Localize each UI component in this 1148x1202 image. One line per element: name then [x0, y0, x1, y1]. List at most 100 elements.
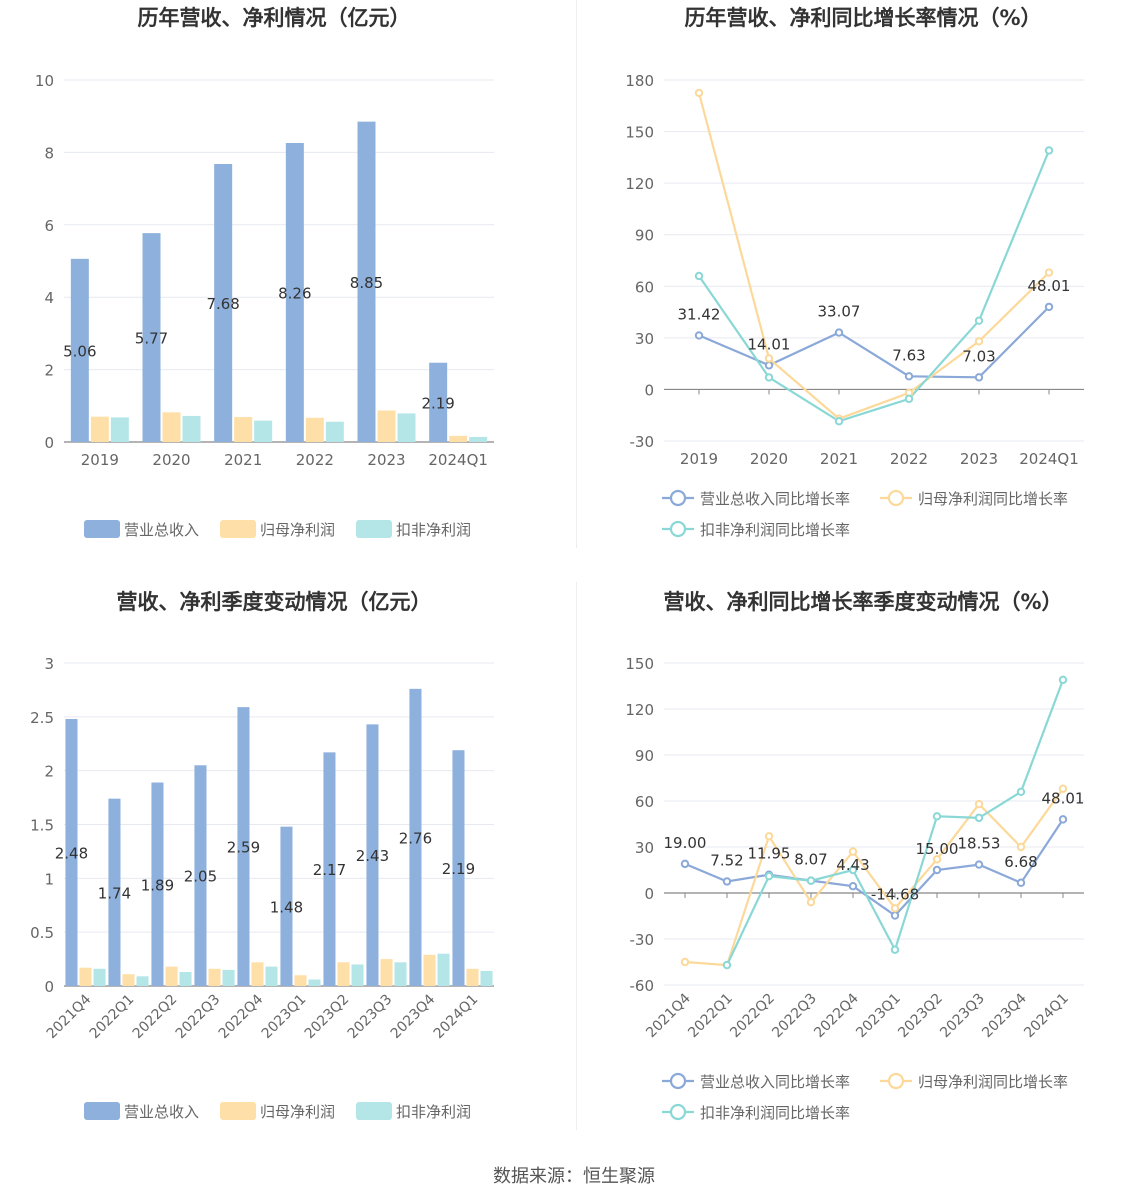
- bar-revenue: [357, 121, 376, 442]
- legend-label: 营业总收入: [124, 521, 199, 539]
- x-tick-label: 2022Q4: [811, 990, 862, 1041]
- data-point-profit-ex: [806, 876, 816, 885]
- y-tick-label: 3: [44, 655, 54, 673]
- legend-swatch: [220, 1102, 256, 1120]
- legend-marker: [669, 1072, 687, 1090]
- legend-item: 归母净利润: [220, 520, 335, 539]
- y-tick-label: 4: [44, 289, 54, 307]
- y-tick-label: 30: [635, 330, 654, 348]
- data-point-profit-ex: [764, 373, 774, 382]
- legend-marker: [887, 489, 905, 507]
- x-tick-label: 2020: [750, 450, 788, 468]
- data-point-profit-ex: [974, 316, 984, 325]
- bar-revenue: [285, 142, 304, 442]
- y-tick-label: -30: [630, 433, 655, 451]
- x-tick-label: 2022Q2: [130, 992, 181, 1043]
- data-point-profit: [680, 957, 690, 967]
- series-line-profit: [697, 92, 1050, 420]
- y-tick-label: 30: [635, 839, 654, 857]
- line-value-label: 15.00: [916, 840, 959, 858]
- y-tick-label: 1: [44, 870, 54, 888]
- data-point-revenue: [932, 865, 942, 875]
- data-point-profit-ex: [764, 871, 774, 881]
- line-value-label: 6.68: [1004, 853, 1037, 871]
- bar-profit: [294, 975, 307, 986]
- data-point-profit: [806, 898, 816, 907]
- data-point-revenue: [1044, 302, 1054, 312]
- line-value-label: 14.01: [748, 335, 791, 353]
- bar-profit-ex: [136, 976, 149, 986]
- legend-item: 营业总收入同比增长率: [662, 1072, 850, 1091]
- bar-profit: [423, 954, 436, 986]
- data-point-revenue: [848, 882, 858, 891]
- bar-profit: [234, 417, 253, 442]
- bar-profit: [90, 416, 109, 442]
- bar-value-label: 2.19: [421, 394, 454, 412]
- bar-value-label: 2.19: [442, 860, 475, 878]
- legend-label: 扣非净利润: [396, 521, 471, 539]
- chart-title: 历年营收、净利情况（亿元）: [138, 6, 411, 30]
- x-tick-label: 2023: [367, 451, 405, 469]
- bar-profit-ex: [325, 421, 344, 442]
- x-tick-label: 2023Q2: [895, 991, 946, 1042]
- x-tick-label: 2022Q3: [769, 991, 820, 1042]
- legend-label: 营业总收入同比增长率: [700, 490, 850, 508]
- x-tick-label: 2023Q2: [302, 992, 353, 1043]
- bar-profit: [377, 410, 396, 442]
- bar-profit-ex: [308, 979, 321, 986]
- legend-label: 扣非净利润: [396, 1103, 471, 1121]
- legend-marker: [887, 1072, 905, 1090]
- data-point-profit: [764, 832, 774, 841]
- bar-profit-ex: [222, 969, 235, 986]
- legend-item: 营业总收入: [84, 1102, 199, 1121]
- bar-profit-ex: [265, 966, 278, 986]
- legend-item: 扣非净利润: [356, 1102, 471, 1121]
- quarterly-growth-rate-chart: 营收、净利同比增长率季度变动情况（%） -60 -30 0 30 60 90 120 150 20…: [625, 590, 1084, 1122]
- x-tick-label: 2024Q1: [431, 992, 482, 1043]
- x-tick-label: 2022Q2: [727, 991, 778, 1042]
- data-point-profit: [764, 354, 774, 363]
- data-point-profit: [974, 799, 984, 809]
- y-tick-label: 2: [44, 763, 54, 781]
- bar-revenue: [429, 362, 448, 442]
- legend-item: 归母净利润同比增长率: [880, 1072, 1068, 1091]
- x-tick-label: 2022: [890, 450, 928, 468]
- data-point-revenue: [1058, 815, 1068, 824]
- x-tick-label: 2019: [680, 450, 718, 468]
- chart-title: 营收、净利同比增长率季度变动情况（%）: [663, 590, 1062, 614]
- data-point-profit: [1058, 784, 1068, 793]
- y-tick-label: 180: [625, 72, 654, 90]
- legend-label: 归母净利润: [260, 1103, 335, 1121]
- legend-item: 扣非净利润同比增长率: [662, 520, 850, 539]
- x-tick-label: 2023: [960, 450, 998, 468]
- data-point-profit: [974, 337, 984, 346]
- bar-profit: [449, 435, 468, 442]
- bar-value-label: 1.48: [270, 898, 303, 916]
- bar-profit-ex: [351, 964, 364, 986]
- y-tick-label: 90: [635, 227, 654, 245]
- bar-profit-ex: [437, 953, 450, 986]
- bar-revenue: [237, 707, 250, 986]
- data-point-profit-ex: [932, 812, 942, 821]
- data-point-profit-ex: [694, 271, 704, 281]
- bar-value-label: 8.85: [350, 274, 383, 292]
- y-tick-label: 2: [44, 362, 54, 380]
- bar-revenue: [280, 826, 293, 986]
- bar-revenue: [142, 233, 161, 442]
- bar-profit: [122, 974, 135, 986]
- x-tick-label: 2024Q1: [1021, 991, 1072, 1042]
- bar-profit: [337, 962, 350, 986]
- x-tick-label: 2024Q1: [428, 451, 488, 469]
- y-tick-label: 90: [635, 747, 654, 765]
- data-point-profit: [694, 88, 704, 98]
- data-point-profit: [1044, 268, 1054, 277]
- y-tick-label: 60: [635, 278, 654, 296]
- line-value-label: 7.63: [892, 346, 925, 364]
- data-point-profit: [1016, 842, 1026, 852]
- x-tick-label: 2021Q4: [643, 990, 694, 1041]
- legend-swatch: [220, 520, 256, 538]
- data-point-profit-ex: [848, 865, 858, 875]
- legend-item: 营业总收入同比增长率: [662, 489, 850, 508]
- column-divider-bottom: [576, 582, 577, 1130]
- bar-value-label: 8.26: [278, 284, 311, 302]
